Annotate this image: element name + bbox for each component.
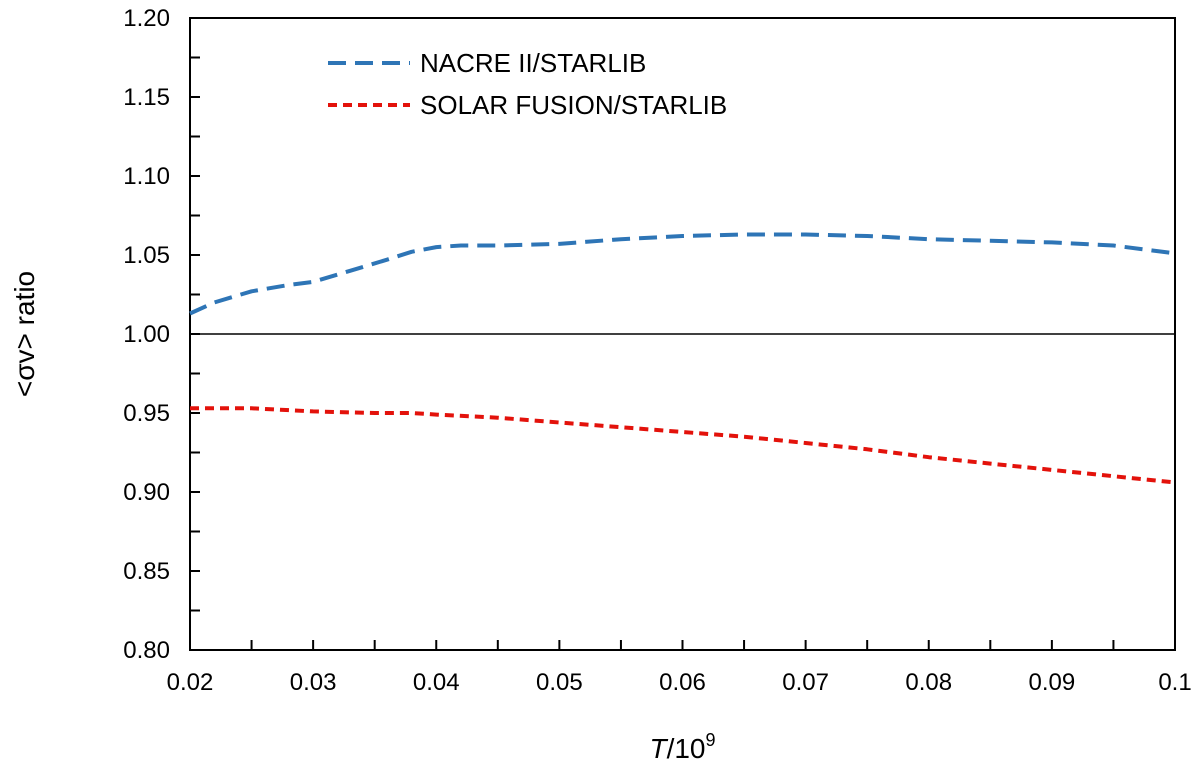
x-tick-labels: 0.02 0.03 0.04 0.05 0.06 0.07 0.08 0.09 0.1: [167, 669, 1192, 696]
x-axis-title-symbol: T: [649, 733, 668, 764]
legend: NACRE II/STARLIB SOLAR FUSION/STARLIB: [328, 48, 727, 120]
x-tick-label: 0.04: [413, 669, 460, 696]
y-axis-title: <σv> ratio: [9, 271, 40, 397]
y-tick-label: 0.95: [123, 400, 170, 427]
x-tick-label: 0.07: [782, 669, 829, 696]
y-tick-label: 1.10: [123, 163, 170, 190]
y-tick-label: 1.15: [123, 84, 170, 111]
x-tick-label: 0.09: [1029, 669, 1076, 696]
x-axis-title-rest: /10: [667, 733, 706, 764]
y-tick-label: 0.85: [123, 558, 170, 585]
y-tick-label: 1.20: [123, 5, 170, 32]
y-tick-label: 1.00: [123, 321, 170, 348]
legend-label-solar-fusion: SOLAR FUSION/STARLIB: [420, 90, 727, 120]
x-tick-label: 0.03: [290, 669, 337, 696]
y-tick-labels: 0.80 0.85 0.90 0.95 1.00 1.05 1.10 1.15 1.20: [123, 5, 170, 664]
x-tick-label: 0.02: [167, 669, 214, 696]
x-axis-title-exponent: 9: [706, 730, 716, 750]
legend-label-nacre: NACRE II/STARLIB: [420, 48, 646, 78]
series-line-solar-fusion: [190, 406, 1176, 485]
minor-ticks: [189, 17, 1176, 651]
x-tick-label: 0.08: [905, 669, 952, 696]
y-tick-label: 0.80: [123, 637, 170, 664]
series-line-nacre: [189, 232, 1176, 316]
y-tick-label: 1.05: [123, 242, 170, 269]
x-tick-label: 0.06: [659, 669, 706, 696]
x-axis-title: T/109: [649, 730, 715, 764]
series-group: [189, 232, 1176, 485]
y-tick-label: 0.90: [123, 479, 170, 506]
x-tick-label: 0.1: [1158, 669, 1191, 696]
x-tick-label: 0.05: [536, 669, 583, 696]
